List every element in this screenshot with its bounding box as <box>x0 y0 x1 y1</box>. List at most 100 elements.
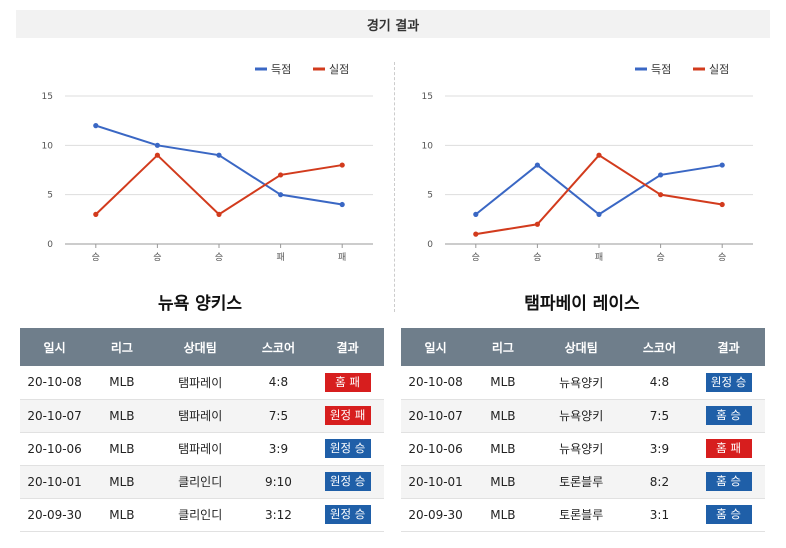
date-cell: 20-10-06 <box>20 432 90 466</box>
date-cell: 20-09-30 <box>20 498 90 532</box>
date-cell: 20-09-30 <box>401 498 471 532</box>
data-point-scored <box>278 192 284 198</box>
score-cell: 3:12 <box>245 498 312 532</box>
x-tick-label: 승 <box>215 252 223 263</box>
column-header: 스코어 <box>245 328 312 366</box>
date-cell: 20-10-08 <box>401 366 471 400</box>
result-badge: 원정 승 <box>324 439 371 458</box>
opponent-cell: 뉴욕양키 <box>535 399 627 433</box>
result-badge: 홈 승 <box>705 505 752 524</box>
score-cell: 8:2 <box>626 465 693 499</box>
section-title-text: 경기 결과 <box>366 18 420 34</box>
data-point-scored <box>534 162 540 168</box>
y-tick-label: 5 <box>427 191 433 201</box>
score-cell: 7:5 <box>626 399 693 433</box>
date-cell: 20-10-08 <box>20 366 90 400</box>
data-point-scored <box>596 211 602 217</box>
data-point-scored <box>658 172 664 178</box>
section-title: 경기 결과 <box>16 10 770 38</box>
column-header: 상대팀 <box>535 328 627 366</box>
y-tick-label: 0 <box>47 240 53 250</box>
table-body: 20-10-08 MLB 뉴욕양키 4:8 원정 승 20-10-07 MLB 뉴욕양키 7:5… <box>401 366 765 532</box>
y-tick-label: 15 <box>42 92 53 102</box>
opponent-cell: 클리인디 <box>154 498 246 532</box>
result-cell: 원정 승 <box>311 465 384 499</box>
legend-label: 득점 <box>651 63 671 76</box>
opponent-cell: 탬파레이 <box>154 432 246 466</box>
opponent-cell: 뉴욕양키 <box>535 366 627 400</box>
data-point-scored <box>216 152 222 158</box>
y-tick-label: 0 <box>427 240 433 250</box>
result-badge: 원정 패 <box>324 406 371 425</box>
date-cell: 20-10-07 <box>401 399 471 433</box>
result-cell: 홈 승 <box>692 399 765 433</box>
result-cell: 홈 승 <box>692 465 765 499</box>
table-row: 20-10-07 MLB 탬파레이 7:5 원정 패 <box>20 399 384 433</box>
data-point-conceded <box>658 192 664 198</box>
league-cell: MLB <box>89 465 155 499</box>
result-cell: 원정 승 <box>311 498 384 532</box>
column-header: 결과 <box>311 328 384 366</box>
table-row: 20-10-08 MLB 뉴욕양키 4:8 원정 승 <box>401 366 765 400</box>
opponent-cell: 토론블루 <box>535 465 627 499</box>
score-cell: 3:9 <box>626 432 693 466</box>
x-tick-label: 승 <box>153 252 161 263</box>
series-line-conceded <box>95 153 343 216</box>
x-tick-label: 승 <box>533 252 541 263</box>
table-row: 20-10-08 MLB 탬파레이 4:8 홈 패 <box>20 366 384 400</box>
result-cell: 홈 승 <box>692 498 765 532</box>
data-point-conceded <box>216 211 222 217</box>
data-point-conceded <box>473 231 479 237</box>
table-row: 20-10-07 MLB 뉴욕양키 7:5 홈 승 <box>401 399 765 433</box>
result-badge: 홈 패 <box>705 439 752 458</box>
table-body: 20-10-08 MLB 탬파레이 4:8 홈 패 20-10-07 MLB 탬파레이 7:5 원… <box>20 366 384 532</box>
x-tick-label: 패 <box>338 252 346 263</box>
league-cell: MLB <box>89 366 155 400</box>
table-row: 20-10-01 MLB 클리인디 9:10 원정 승 <box>20 465 384 499</box>
results-table-right: 일시 리그 상대팀 스코어 결과 20-10-08 MLB 뉴욕양키 4:8 원정 승 20-10… <box>401 328 765 532</box>
team-name-right: 탬파베이 레이스 <box>524 294 640 314</box>
result-cell: 홈 패 <box>692 432 765 466</box>
x-tick-label: 승 <box>656 252 664 263</box>
result-cell: 홈 패 <box>311 366 384 400</box>
table-row: 20-10-06 MLB 탬파레이 3:9 원정 승 <box>20 432 384 466</box>
opponent-cell: 뉴욕양키 <box>535 432 627 466</box>
column-header: 리그 <box>470 328 536 366</box>
opponent-cell: 탬파레이 <box>154 366 246 400</box>
table-row: 20-10-06 MLB 뉴욕양키 3:9 홈 패 <box>401 432 765 466</box>
result-badge: 원정 승 <box>705 372 752 392</box>
data-point-conceded <box>93 211 99 217</box>
results-table-left: 일시 리그 상대팀 스코어 결과 20-10-08 MLB 탬파레이 4:8 홈 패 20-10-… <box>20 328 384 532</box>
series-line-scored <box>475 163 723 216</box>
y-tick-label: 10 <box>422 141 434 151</box>
date-cell: 20-10-06 <box>401 432 471 466</box>
table-row: 20-10-01 MLB 토론블루 8:2 홈 승 <box>401 465 765 499</box>
x-tick-label: 승 <box>92 252 100 263</box>
chart-left: 0 5 10 15 승 승 승 패 패 득점 실점 <box>20 55 380 270</box>
table-header-row: 일시 리그 상대팀 스코어 결과 <box>401 328 765 366</box>
result-badge: 원정 승 <box>324 472 371 491</box>
x-tick-label: 승 <box>472 252 480 263</box>
chart-right: 0 5 10 15 승 승 패 승 승 득점 실점 <box>400 55 760 270</box>
data-point-conceded <box>278 172 284 178</box>
opponent-cell: 토론블루 <box>535 498 627 532</box>
data-point-scored <box>154 142 160 148</box>
data-point-conceded <box>719 201 725 208</box>
column-header: 일시 <box>401 328 471 366</box>
line-chart-right: 0 5 10 15 승 승 패 승 승 득점 실점 <box>422 63 753 263</box>
result-badge: 원정 승 <box>324 505 371 524</box>
x-tick-label: 패 <box>276 252 284 263</box>
league-cell: MLB <box>470 399 536 433</box>
score-cell: 4:8 <box>626 366 693 400</box>
legend-label: 득점 <box>271 63 291 76</box>
league-cell: MLB <box>470 366 536 400</box>
league-cell: MLB <box>89 498 155 532</box>
table-row: 20-09-30 MLB 클리인디 3:12 원정 승 <box>20 498 384 532</box>
panel-divider <box>394 62 395 312</box>
line-chart-left: 0 5 10 15 승 승 승 패 패 득점 실점 <box>42 63 373 263</box>
league-cell: MLB <box>89 432 155 466</box>
opponent-cell: 탬파레이 <box>154 399 246 433</box>
table-row: 20-09-30 MLB 토론블루 3:1 홈 승 <box>401 498 765 532</box>
y-tick-label: 10 <box>42 141 54 151</box>
score-cell: 9:10 <box>245 465 312 499</box>
